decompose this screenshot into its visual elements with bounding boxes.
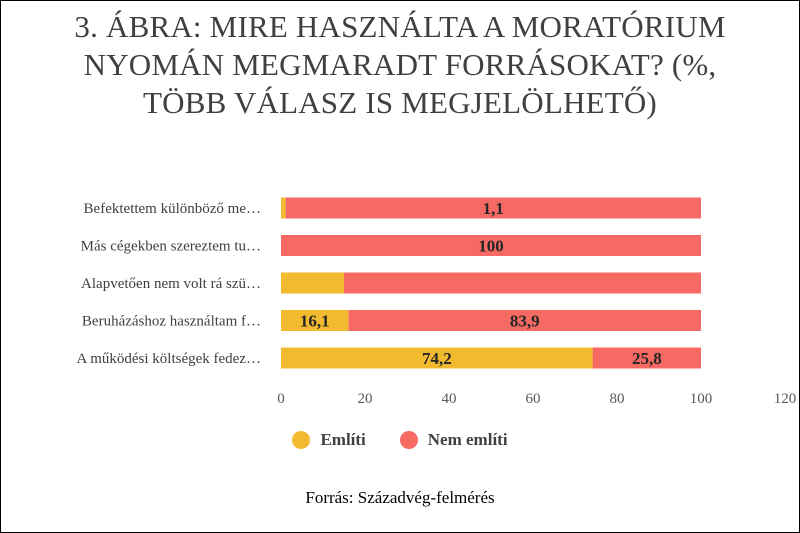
x-tick-label: 20	[358, 391, 373, 407]
category-label: Befektettem különböző me…	[84, 201, 261, 217]
bar-value-label: 83,9	[510, 312, 540, 331]
x-tick-label: 120	[774, 391, 797, 407]
legend-marker-series-1	[292, 431, 311, 449]
bar-segment-series-1	[281, 310, 349, 331]
category-label: Beruházáshoz használtam f…	[82, 314, 261, 330]
chart-title: 3. ÁBRA: MIRE HASZNÁLTA A MORATÓRIUM NYO…	[74, 9, 726, 120]
x-tick-label: 60	[526, 391, 541, 407]
category-label: A működési költségek fedez…	[76, 351, 261, 367]
bars	[281, 197, 701, 369]
bar-segment-series-2	[592, 347, 701, 369]
bar-value-label: 1,1	[483, 199, 504, 218]
bar-segment-series-2	[344, 272, 701, 294]
legend-item-series-2: Nem említi	[399, 430, 508, 450]
x-tick-label: 80	[610, 391, 625, 407]
bar-value-label: 100	[478, 237, 504, 256]
category-label: Más cégekben szereztem tu…	[81, 239, 261, 255]
x-tick-label: 100	[690, 391, 713, 407]
bar-segment-series-1	[281, 272, 344, 294]
x-tick-label: 0	[277, 391, 285, 407]
bar-segment-series-2	[281, 235, 701, 256]
source-note: Forrás: Századvég-felmérés	[305, 488, 495, 507]
bar-segment-series-2	[348, 310, 701, 331]
bar-segment-series-1	[281, 347, 593, 369]
x-tick-label: 40	[442, 391, 457, 407]
category-label: Alapvetően nem volt rá szü…	[81, 276, 261, 292]
bar-value-label: 74,2	[422, 349, 452, 368]
legend-label-series-1: Említi	[320, 430, 366, 449]
legend-marker-series-2	[399, 431, 418, 449]
bar-value-labels: 1,1 100 16,1 83,9 74,2 25,8	[300, 199, 662, 368]
legend-label-series-2: Nem említi	[427, 430, 508, 449]
bar-value-label: 16,1	[300, 312, 330, 331]
bar-segment-series-1	[281, 197, 286, 219]
bar-segment-series-2	[285, 197, 701, 219]
legend: Említi Nem említi	[0, 430, 800, 450]
x-axis-ticks: 0 20 40 60 80 100 120	[277, 391, 796, 407]
legend-item-series-1: Említi	[292, 430, 366, 450]
category-labels: Befektettem különböző me… Más cégekben sz…	[76, 201, 261, 367]
bar-value-label: 25,8	[632, 349, 662, 368]
